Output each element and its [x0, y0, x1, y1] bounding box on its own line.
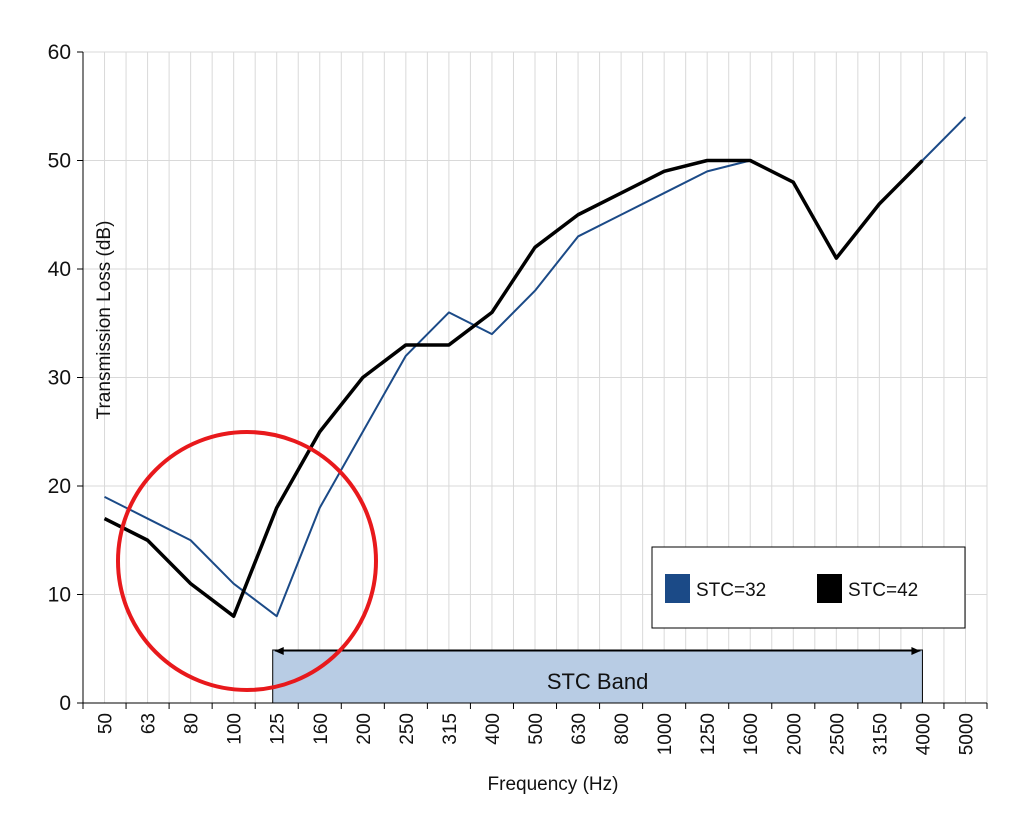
x-tick-label: 1600 [741, 713, 762, 755]
legend-swatch [665, 574, 690, 603]
x-tick-label: 200 [354, 713, 375, 745]
legend-box [651, 546, 966, 629]
x-axis-title: Frequency (Hz) [488, 774, 619, 795]
x-tick-label: 1250 [698, 713, 719, 755]
legend-label: STC=42 [848, 580, 918, 601]
y-tick-label: 60 [48, 41, 71, 64]
x-tick-label: 2000 [784, 713, 805, 755]
x-tick-label: 5000 [956, 713, 977, 755]
x-tick-label: 2500 [827, 713, 848, 755]
y-tick-label: 50 [48, 150, 71, 173]
y-tick-label: 40 [48, 258, 71, 281]
band-label: STC Band [547, 669, 649, 694]
x-tick-label: 315 [440, 713, 461, 745]
legend-label: STC=32 [696, 580, 766, 601]
y-tick-label: 20 [48, 475, 71, 498]
x-tick-label: 1000 [655, 713, 676, 755]
y-axis-title: Transmission Loss (dB) [94, 221, 115, 420]
stc-band [272, 649, 923, 704]
x-tick-label: 630 [569, 713, 590, 745]
x-tick-label: 50 [96, 713, 117, 734]
x-tick-label: 500 [526, 713, 547, 745]
x-tick-label: 250 [397, 713, 418, 745]
x-tick-label: 63 [139, 713, 160, 734]
series-line [103, 158, 924, 618]
x-tick-label: 100 [225, 713, 246, 745]
x-tick-label: 3150 [870, 713, 891, 755]
y-tick-label: 10 [48, 584, 71, 607]
x-tick-label: 80 [182, 713, 203, 734]
y-tick-label: 0 [59, 692, 71, 715]
x-tick-label: 4000 [913, 713, 934, 755]
x-tick-label: 400 [483, 713, 504, 745]
legend-swatch [817, 574, 842, 603]
y-tick-label: 30 [48, 367, 71, 390]
x-tick-label: 160 [311, 713, 332, 745]
x-tick-label: 800 [612, 713, 633, 745]
x-tick-label: 125 [268, 713, 289, 745]
highlight-circle [116, 430, 378, 692]
